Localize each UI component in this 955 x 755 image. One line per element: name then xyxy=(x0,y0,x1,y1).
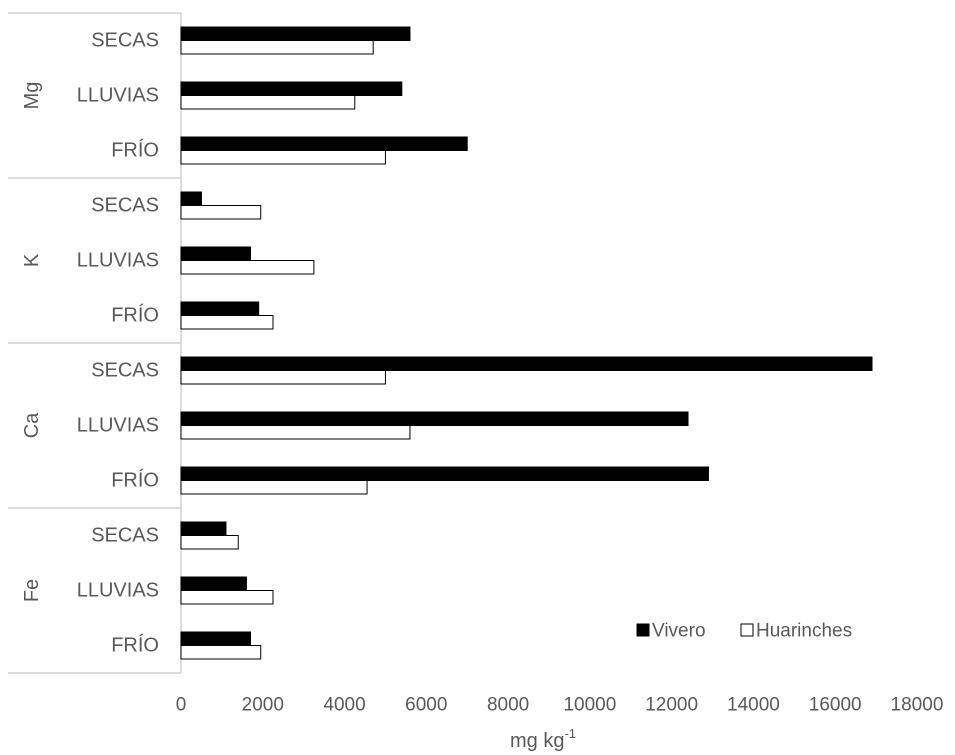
category-label: SECAS xyxy=(91,360,159,382)
category-label: SECAS xyxy=(91,195,159,217)
group-label-k: K xyxy=(21,253,43,267)
legend: Vivero Huarinches xyxy=(636,621,852,642)
chart-structure xyxy=(8,12,182,674)
bar-huarinches xyxy=(180,535,239,550)
bar-huarinches xyxy=(180,370,386,385)
x-tick-label: 8000 xyxy=(487,695,529,716)
legend-swatch-vivero xyxy=(636,623,650,637)
bar-huarinches xyxy=(180,260,315,275)
x-axis-title-superscript: -1 xyxy=(564,726,576,741)
legend-swatch-huarinches xyxy=(740,623,754,637)
bar-huarinches xyxy=(180,40,374,55)
category-label: LLUVIAS xyxy=(77,250,159,272)
category-label: FRÍO xyxy=(111,634,159,657)
group-label-mg: Mg xyxy=(21,82,43,110)
x-axis-title-text: mg kg xyxy=(510,730,564,752)
bar-vivero xyxy=(180,411,689,426)
bar-vivero xyxy=(180,466,709,481)
group-labels: Mg K Ca Fe xyxy=(21,82,43,603)
bar-vivero xyxy=(180,81,403,96)
x-tick-labels: 0 2000 4000 6000 8000 10000 12000 14000 16000 180… xyxy=(176,695,944,716)
bar-huarinches xyxy=(180,645,262,660)
category-labels: SECAS LLUVIAS FRÍO SECAS LLUVIAS FRÍO SECAS LLU… xyxy=(77,30,159,657)
category-label: LLUVIAS xyxy=(77,85,159,107)
x-axis-title: mg kg-1 xyxy=(510,726,576,752)
x-tick-label: 6000 xyxy=(405,695,447,716)
bar-huarinches xyxy=(180,590,274,605)
bar-huarinches xyxy=(180,205,262,220)
x-tick-label: 14000 xyxy=(727,695,780,716)
bar-vivero xyxy=(180,521,227,536)
x-tick-label: 4000 xyxy=(323,695,365,716)
category-label: SECAS xyxy=(91,30,159,52)
bar-vivero xyxy=(180,356,873,371)
x-tick-label: 16000 xyxy=(809,695,862,716)
bars xyxy=(180,26,873,660)
bar-vivero xyxy=(180,301,260,316)
bar-huarinches xyxy=(180,315,274,330)
bar-huarinches xyxy=(180,480,368,495)
x-tick-label: 2000 xyxy=(242,695,284,716)
x-tick-label: 12000 xyxy=(645,695,698,716)
bar-vivero xyxy=(180,631,252,646)
bar-huarinches xyxy=(180,150,386,165)
bar-vivero xyxy=(180,26,411,41)
x-tick-label: 0 xyxy=(176,695,187,716)
group-label-fe: Fe xyxy=(21,579,43,602)
bar-vivero xyxy=(180,576,247,591)
category-label: LLUVIAS xyxy=(77,415,159,437)
legend-label-vivero: Vivero xyxy=(652,621,706,642)
category-label: FRÍO xyxy=(111,469,159,492)
group-label-ca: Ca xyxy=(21,412,43,438)
category-label: SECAS xyxy=(91,525,159,547)
category-label: LLUVIAS xyxy=(77,580,159,602)
x-tick-label: 18000 xyxy=(891,695,944,716)
bar-vivero xyxy=(180,246,252,261)
bar-huarinches xyxy=(180,95,356,110)
category-label: FRÍO xyxy=(111,304,159,327)
x-tick-label: 10000 xyxy=(563,695,616,716)
bar-vivero xyxy=(180,191,202,206)
bar-vivero xyxy=(180,136,468,151)
legend-label-huarinches: Huarinches xyxy=(756,621,852,642)
bar-huarinches xyxy=(180,425,411,440)
category-label: FRÍO xyxy=(111,139,159,162)
